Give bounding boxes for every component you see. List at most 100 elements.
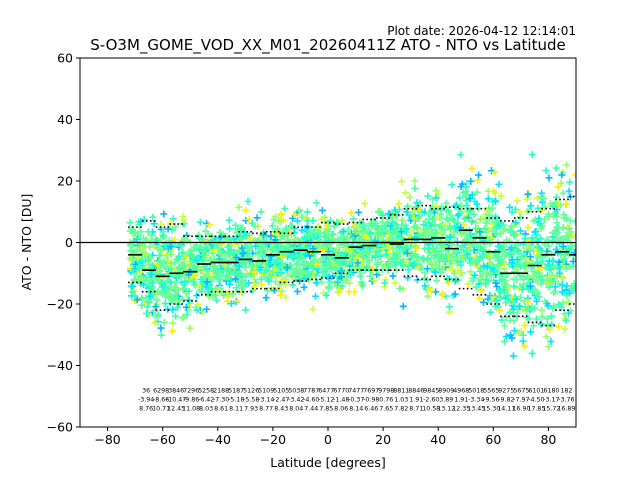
bin-stat-label: -7.97 bbox=[513, 397, 529, 404]
bin-stat-label: -9.86 bbox=[183, 397, 199, 404]
scatter-point bbox=[454, 212, 462, 220]
scatter-point bbox=[287, 252, 295, 260]
scatter-point bbox=[315, 224, 323, 232]
scatter-point bbox=[366, 272, 374, 280]
scatter-point bbox=[513, 261, 521, 269]
scatter-point bbox=[424, 192, 432, 200]
bin-stat-label: -10.47 bbox=[166, 397, 186, 404]
scatter-point bbox=[271, 273, 279, 281]
scatter-point bbox=[463, 202, 471, 210]
x-tick-label: −80 bbox=[94, 432, 120, 447]
scatter-point bbox=[159, 290, 167, 298]
scatter-point bbox=[335, 280, 343, 288]
scatter-point bbox=[201, 272, 209, 280]
scatter-point bbox=[534, 237, 542, 245]
scatter-point bbox=[160, 210, 168, 218]
scatter-point bbox=[521, 321, 529, 329]
scatter-point bbox=[323, 222, 331, 230]
scatter-point bbox=[235, 247, 243, 255]
scatter-point bbox=[137, 275, 145, 283]
scatter-point bbox=[545, 213, 553, 221]
scatter-point bbox=[393, 212, 401, 220]
x-tick-label: −20 bbox=[260, 432, 286, 447]
scatter-point bbox=[413, 199, 421, 207]
scatter-point bbox=[510, 249, 518, 257]
bin-stat-label: 7.82 bbox=[394, 406, 408, 413]
scatter-point bbox=[549, 304, 557, 312]
scatter-point bbox=[326, 278, 334, 286]
scatter-point bbox=[225, 216, 233, 224]
scatter-point bbox=[277, 270, 285, 278]
scatter-point bbox=[171, 223, 179, 231]
scatter-point bbox=[387, 234, 395, 242]
scatter-point bbox=[472, 224, 480, 232]
scatter-point bbox=[378, 218, 386, 226]
scatter-point bbox=[510, 232, 518, 240]
scatter-point bbox=[525, 237, 533, 245]
scatter-point bbox=[442, 207, 450, 215]
scatter-point bbox=[403, 258, 411, 266]
scatter-point bbox=[559, 261, 567, 269]
scatter-point bbox=[131, 265, 139, 273]
scatter-point bbox=[534, 278, 542, 286]
scatter-point bbox=[435, 258, 443, 266]
scatter-point bbox=[470, 210, 478, 218]
chart-title: S-O3M_GOME_VOD_XX_M01_20260411Z ATO - NT… bbox=[90, 36, 566, 55]
scatter-point bbox=[408, 227, 416, 235]
bin-stat-label: 1.03 bbox=[394, 397, 408, 404]
scatter-point bbox=[153, 296, 161, 304]
scatter-point bbox=[503, 291, 511, 299]
scatter-point bbox=[507, 250, 515, 258]
scatter-point bbox=[154, 276, 162, 284]
scatter-point bbox=[563, 282, 571, 290]
scatter-point bbox=[241, 272, 249, 280]
scatter-point bbox=[431, 268, 439, 276]
scatter-point bbox=[424, 292, 432, 300]
scatter-point bbox=[283, 264, 291, 272]
x-tick-label: 60 bbox=[485, 432, 501, 447]
y-tick-label: 20 bbox=[57, 174, 73, 189]
scatter-point bbox=[276, 291, 284, 299]
scatter-point bbox=[486, 308, 494, 316]
scatter-point bbox=[126, 227, 134, 235]
scatter-point bbox=[367, 229, 375, 237]
scatter-point bbox=[399, 262, 407, 270]
scatter-point bbox=[527, 202, 535, 210]
scatter-point bbox=[304, 217, 312, 225]
scatter-point bbox=[211, 263, 219, 271]
scatter-point bbox=[421, 282, 429, 290]
scatter-point bbox=[533, 248, 541, 256]
scatter-point bbox=[437, 222, 445, 230]
scatter-point bbox=[561, 325, 569, 333]
scatter-point bbox=[425, 230, 433, 238]
scatter-point bbox=[538, 198, 546, 206]
scatter-point bbox=[406, 232, 414, 240]
y-tick-label: −20 bbox=[47, 297, 73, 312]
bin-stat-label: 5675 bbox=[513, 388, 529, 395]
scatter-point bbox=[178, 249, 186, 257]
scatter-point bbox=[501, 225, 509, 233]
bin-statistics: 36 62983846729652582188518751265109510550… bbox=[138, 388, 575, 413]
scatter-point bbox=[374, 207, 382, 215]
scatter-point bbox=[402, 189, 410, 197]
scatter-point bbox=[542, 252, 550, 260]
scatter-point bbox=[468, 165, 476, 173]
scatter-point bbox=[148, 279, 156, 287]
scatter-point bbox=[552, 164, 560, 172]
scatter-point bbox=[401, 226, 409, 234]
scatter-point bbox=[300, 261, 308, 269]
scatter-point bbox=[227, 300, 235, 308]
scatter-point bbox=[430, 254, 438, 262]
scatter-point bbox=[421, 217, 429, 225]
scatter-point bbox=[496, 242, 504, 250]
scatter-point bbox=[359, 262, 367, 270]
scatter-point bbox=[448, 181, 456, 189]
bin-stat-label: 8.77 bbox=[259, 406, 273, 413]
scatter-point bbox=[309, 305, 317, 313]
scatter-point bbox=[509, 352, 517, 360]
scatter-point bbox=[138, 301, 146, 309]
scatter-point bbox=[300, 275, 308, 283]
bin-stat-label: 15.30 bbox=[482, 406, 500, 413]
scatter-point bbox=[481, 226, 489, 234]
scatter-point bbox=[410, 261, 418, 269]
